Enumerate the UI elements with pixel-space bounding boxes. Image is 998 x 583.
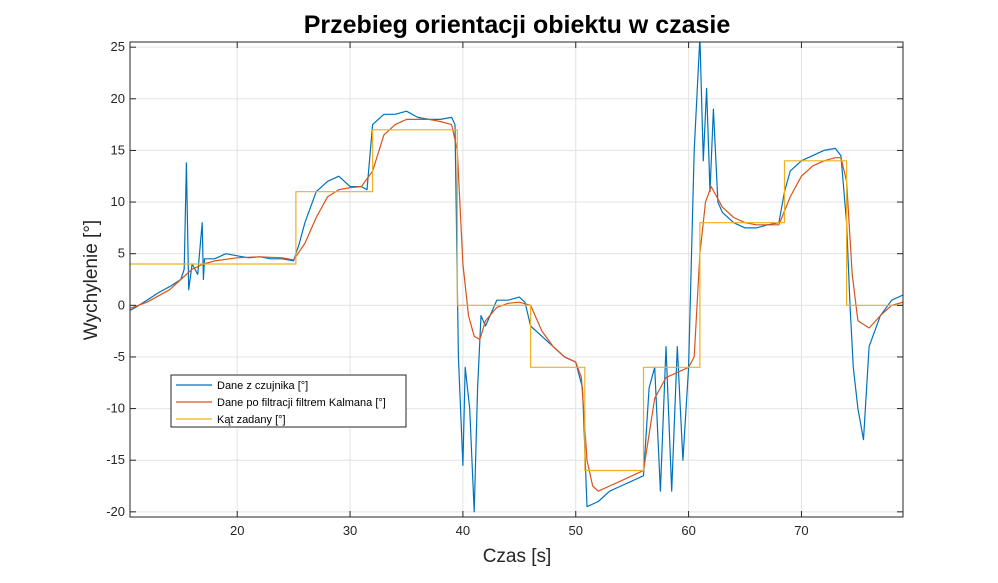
series-setpoint-line — [130, 129, 903, 472]
x-tick-label: 50 — [569, 523, 583, 538]
legend-label-setpoint: Kąt zadany [°] — [217, 414, 286, 426]
x-tick-label: 70 — [794, 523, 808, 538]
y-tick-label: -10 — [106, 401, 125, 416]
x-tick-label: 30 — [343, 523, 357, 538]
series-kalman-line — [130, 118, 903, 492]
legend-label-sensor: Dane z czujnika [°] — [217, 380, 308, 392]
x-axis-label: Czas [s] — [483, 546, 552, 567]
y-tick-label: 5 — [118, 246, 125, 261]
legend: Dane z czujnika [°] Dane po filtracji fi… — [170, 374, 407, 428]
x-tick-label: 20 — [230, 523, 244, 538]
y-tick-label: -5 — [113, 349, 125, 364]
series-sensor-line — [130, 42, 903, 513]
series-layer — [130, 42, 903, 513]
x-tick-label: 40 — [456, 523, 470, 538]
y-tick-label: 0 — [118, 297, 125, 312]
y-tick-label: 15 — [111, 142, 125, 157]
y-tick-label: 25 — [111, 39, 125, 54]
plot-area — [130, 42, 903, 517]
y-tick-label: -15 — [106, 452, 125, 467]
legend-box — [170, 374, 407, 428]
x-tick-label: 60 — [681, 523, 695, 538]
legend-label-kalman: Dane po filtracji filtrem Kalmana [°] — [217, 397, 386, 409]
y-tick-label: -20 — [106, 504, 125, 519]
chart-title: Przebieg orientacji obiektu w czasie — [304, 11, 731, 39]
plot-frame — [129, 41, 904, 518]
y-axis-label: Wychylenie [°] — [81, 220, 102, 340]
y-tick-label: 20 — [111, 91, 125, 106]
y-tick-label: 10 — [111, 194, 125, 209]
ticks: 20 30 40 50 60 70 -20 -15 -10 -5 0 5 10 15 20 25 — [106, 39, 903, 538]
